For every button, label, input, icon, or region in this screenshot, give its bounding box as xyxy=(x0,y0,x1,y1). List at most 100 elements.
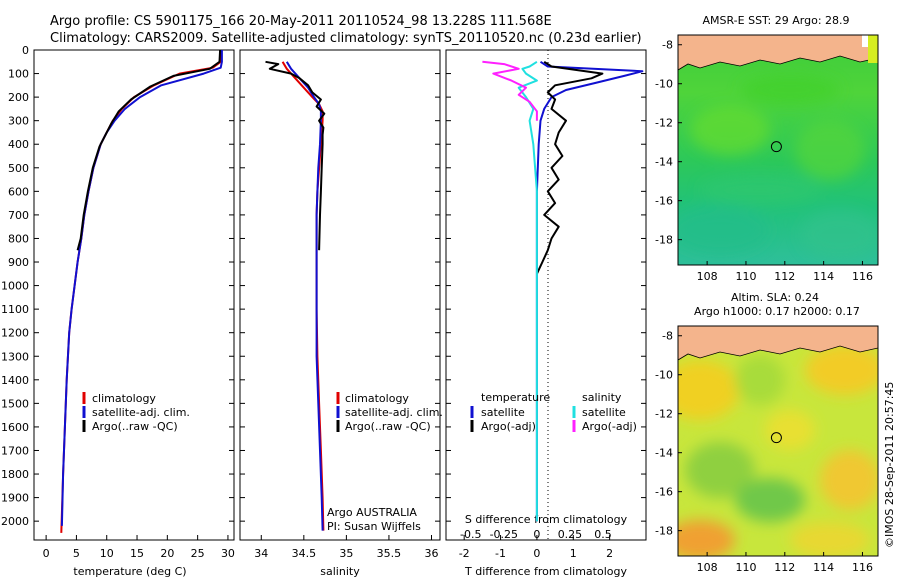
figure-subtitle: Climatology: CARS2009. Satellite-adjuste… xyxy=(50,31,642,46)
lat-tick-label: -18 xyxy=(655,525,673,538)
sla-texture xyxy=(678,345,878,556)
temperature-panel: temperature (deg C) 01002003004005006007… xyxy=(1,44,646,578)
lat-tick-label: -12 xyxy=(655,117,673,130)
imos-credit: ©IMOS 28-Sep-2011 20:57:45 xyxy=(883,382,896,548)
depth-tick-label: 800 xyxy=(8,232,29,245)
lon-tick-label: 114 xyxy=(813,270,834,283)
legend-s-satellite: satellite xyxy=(582,406,626,419)
x-tick-label: 34.5 xyxy=(292,547,317,560)
legend-climatology: climatology xyxy=(345,392,409,405)
depth-tick-label: 900 xyxy=(8,256,29,269)
depth-tick-label: 300 xyxy=(8,115,29,128)
legend-satellite: satellite-adj. clim. xyxy=(92,406,190,419)
sla-map-frame xyxy=(677,325,879,557)
sla-map-subtitle: Argo h1000: 0.17 h2000: 0.17 xyxy=(694,305,860,318)
depth-tick-label: 0 xyxy=(22,44,29,57)
difference-legend: temperature satellite Argo(-adj) salinit… xyxy=(470,391,637,433)
lon-tick-label: 114 xyxy=(813,561,834,574)
lon-tick-label: 112 xyxy=(774,561,795,574)
warm-patch xyxy=(868,35,878,63)
s-diff-tick-label: -0.25 xyxy=(490,528,518,541)
s-diff-tick-label: 0.5 xyxy=(594,528,612,541)
lon-tick-label: 108 xyxy=(697,270,718,283)
lat-tick-label: -16 xyxy=(655,486,673,499)
depth-tick-label: 1400 xyxy=(1,374,29,387)
difference-frame xyxy=(445,49,647,541)
sst-map: AMSR-E SST: 29 Argo: 28.9 108 110 112 114 11… xyxy=(655,14,879,283)
difference-panel: S difference from climatology T differen… xyxy=(445,49,647,578)
depth-tick-label: 1500 xyxy=(1,397,29,410)
legend-t-argo: Argo(-adj) xyxy=(481,420,536,433)
depth-tick-label: 1900 xyxy=(1,492,29,505)
depth-tick-label: 200 xyxy=(8,91,29,104)
figure-title: Argo profile: CS 5901175_166 20-May-2011… xyxy=(50,14,552,29)
salinity-legend: climatology satellite-adj. clim. Argo(..… xyxy=(336,392,443,433)
lon-tick-label: 116 xyxy=(852,270,873,283)
legend-salinity-title: salinity xyxy=(582,391,622,404)
x-tick-label: -1 xyxy=(495,547,506,560)
x-tick-label: 34 xyxy=(254,547,268,560)
depth-tick-label: 500 xyxy=(8,162,29,175)
x-tick-label: 5 xyxy=(73,547,80,560)
lat-tick-label: -10 xyxy=(655,369,673,382)
salinity-panel: salinity 34 34.5 35 35.5 36 climatology sate… xyxy=(239,49,443,578)
lat-tick-label: -14 xyxy=(655,156,673,169)
depth-tick-label: 1100 xyxy=(1,303,29,316)
sla-map: Altim. SLA: 0.24 Argo h1000: 0.17 h2000:… xyxy=(655,291,879,574)
legend-s-argo: Argo(-adj) xyxy=(582,420,637,433)
lon-tick-label: 112 xyxy=(774,270,795,283)
depth-tick-label: 1000 xyxy=(1,280,29,293)
s-diff-tick-label: 0 xyxy=(533,528,540,541)
legend-climatology: climatology xyxy=(92,392,156,405)
depth-tick-label: 600 xyxy=(8,185,29,198)
depth-tick-label: 100 xyxy=(8,68,29,81)
legend-argo: Argo(..raw -QC) xyxy=(345,420,431,433)
series-line-satellite xyxy=(535,60,644,522)
temperature-xlabel: temperature (deg C) xyxy=(73,565,186,578)
series-line-climatology xyxy=(60,49,223,533)
annotation-pi: PI: Susan Wijffels xyxy=(327,520,421,533)
depth-tick-label: 2000 xyxy=(1,515,29,528)
depth-tick-label: 1300 xyxy=(1,350,29,363)
lon-tick-label: 110 xyxy=(735,561,756,574)
depth-tick-label: 1700 xyxy=(1,444,29,457)
sst-map-title: AMSR-E SST: 29 Argo: 28.9 xyxy=(702,14,849,27)
series-line-argo-raw-qc- xyxy=(76,49,222,251)
legend-temperature-title: temperature xyxy=(481,391,550,404)
x-tick-label: 20 xyxy=(160,547,174,560)
lat-tick-label: -16 xyxy=(655,195,673,208)
depth-tick-label: 1600 xyxy=(1,421,29,434)
x-tick-label: 10 xyxy=(100,547,114,560)
argo-location-marker xyxy=(770,141,782,153)
land-java xyxy=(678,326,878,361)
x-tick-label: 35.5 xyxy=(377,547,402,560)
series-line-argo-adj- xyxy=(535,60,604,275)
temperature-frame xyxy=(33,49,235,541)
legend-satellite: satellite-adj. clim. xyxy=(345,406,443,419)
lat-tick-label: -12 xyxy=(655,408,673,421)
lon-tick-label: 116 xyxy=(852,561,873,574)
s-diff-tick-label: 0.25 xyxy=(558,528,583,541)
sla-map-title: Altim. SLA: 0.24 xyxy=(731,291,819,304)
x-tick-label: 15 xyxy=(130,547,144,560)
lat-tick-label: -18 xyxy=(655,234,673,247)
t-diff-label: T difference from climatology xyxy=(464,565,627,578)
series-line-satellite-adj-clim- xyxy=(60,50,223,526)
x-tick-label: 35 xyxy=(339,547,353,560)
lat-tick-label: -14 xyxy=(655,447,673,460)
annotation-float-owner: Argo AUSTRALIA xyxy=(327,506,417,519)
salinity-frame xyxy=(239,49,441,541)
sst-texture xyxy=(678,75,878,260)
series-line-satellite-adj-clim- xyxy=(285,61,324,531)
series-line-satellite xyxy=(517,60,538,522)
x-tick-label: 2 xyxy=(606,547,613,560)
lon-tick-label: 110 xyxy=(735,270,756,283)
series-line-argo-adj- xyxy=(482,60,538,121)
legend-t-satellite: satellite xyxy=(481,406,525,419)
lat-tick-label: -8 xyxy=(662,39,673,52)
s-diff-tick-label: -0.5 xyxy=(460,528,481,541)
lat-tick-label: -10 xyxy=(655,78,673,91)
series-line-argo-raw-qc- xyxy=(265,60,326,251)
depth-tick-label: 1800 xyxy=(1,468,29,481)
